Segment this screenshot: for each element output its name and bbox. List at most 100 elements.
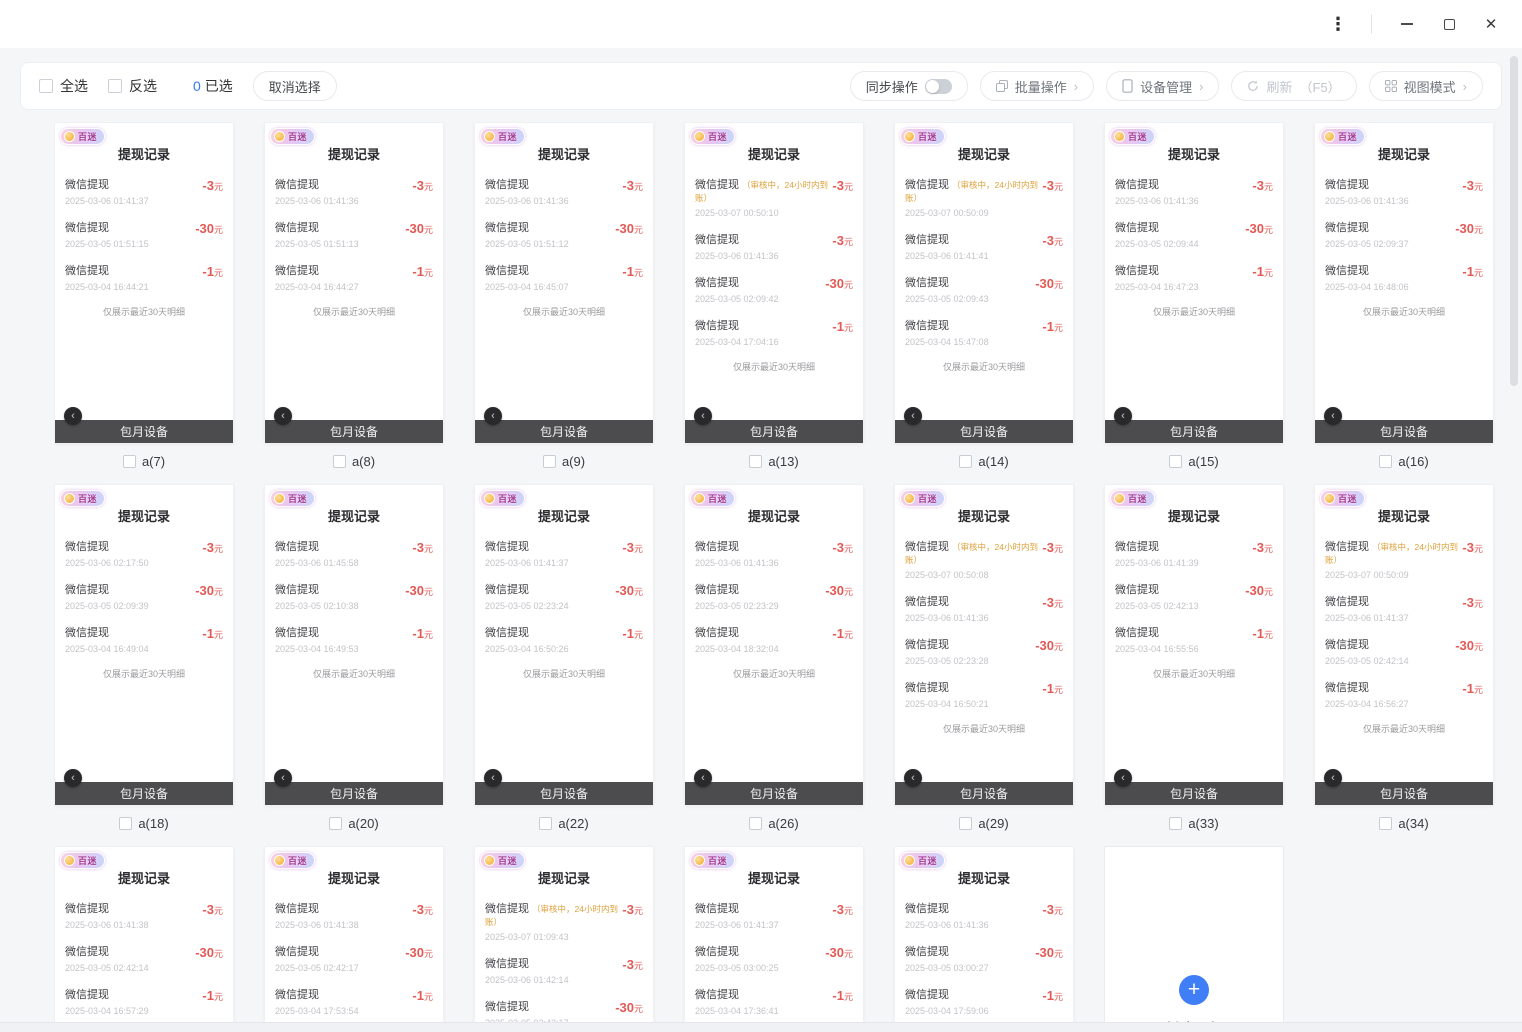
horizontal-scrollbar-track[interactable] bbox=[0, 1022, 1522, 1032]
collapse-button[interactable]: ‹ bbox=[1114, 769, 1132, 787]
withdraw-entry: 微信提现 2025-03-06 01:41:41 -3元 bbox=[905, 231, 1063, 261]
phone-screen[interactable]: 百迷 提现记录 微信提现 2025-03-06 01:41:37 -3元 微信提… bbox=[475, 485, 653, 782]
collapse-button[interactable]: ‹ bbox=[1114, 407, 1132, 425]
phone-screen[interactable]: 百迷 提现记录 微信提现 2025-03-06 01:41:36 -3元 微信提… bbox=[685, 485, 863, 782]
collapse-button[interactable]: ‹ bbox=[274, 769, 292, 787]
phone-screen[interactable]: 百迷 提现记录 微信提现 2025-03-06 01:41:37 -3元 微信提… bbox=[55, 123, 233, 420]
collapse-button[interactable]: ‹ bbox=[694, 769, 712, 787]
brand-badge: 百迷 bbox=[60, 128, 106, 145]
phone-screen[interactable]: 百迷 提现记录 微信提现 2025-03-06 01:41:36 -3元 微信提… bbox=[1105, 123, 1283, 420]
phone-screen[interactable]: 百迷 提现记录 微信提现 2025-03-06 01:41:36 -3元 微信提… bbox=[895, 847, 1073, 1032]
phone-screen-card[interactable]: 百迷 提现记录 微信提现 2025-03-06 01:41:39 -3元 微信提… bbox=[1104, 484, 1284, 806]
collapse-button[interactable]: ‹ bbox=[1324, 407, 1342, 425]
select-all-checkbox[interactable] bbox=[39, 79, 53, 93]
collapse-button[interactable]: ‹ bbox=[904, 769, 922, 787]
phone-screen[interactable]: 百迷 提现记录 微信提现 （审核中，24小时内到账） 2025-03-07 00:… bbox=[895, 123, 1073, 420]
phone-screen-card[interactable]: 百迷 提现记录 微信提现 （审核中，24小时内到账） 2025-03-07 01:… bbox=[474, 846, 654, 1032]
withdraw-amount: -30元 bbox=[1035, 276, 1063, 291]
withdraw-time: 2025-03-05 03:00:25 bbox=[695, 963, 779, 973]
invert-select-checkbox[interactable] bbox=[108, 79, 122, 93]
phone-screen[interactable]: 百迷 提现记录 微信提现 2025-03-06 01:41:38 -3元 微信提… bbox=[265, 847, 443, 1032]
phone-screen[interactable]: 百迷 提现记录 微信提现 2025-03-06 01:45:58 -3元 微信提… bbox=[265, 485, 443, 782]
phone-screen-card[interactable]: 百迷 提现记录 微信提现 2025-03-06 01:41:36 -3元 微信提… bbox=[474, 122, 654, 444]
collapse-button[interactable]: ‹ bbox=[694, 407, 712, 425]
device-cell: 百迷 提现记录 微信提现 2025-03-06 01:41:36 -3元 微信提… bbox=[1314, 122, 1494, 469]
phone-screen-card[interactable]: 百迷 提现记录 微信提现 （审核中，24小时内到账） 2025-03-07 00:… bbox=[684, 122, 864, 444]
phone-screen-card[interactable]: 百迷 提现记录 微信提现 2025-03-06 01:41:36 -3元 微信提… bbox=[1104, 122, 1284, 444]
phone-screen-card[interactable]: 百迷 提现记录 微信提现 （审核中，24小时内到账） 2025-03-07 00:… bbox=[894, 122, 1074, 444]
phone-screen-card[interactable]: 百迷 提现记录 微信提现 2025-03-06 01:41:37 -3元 微信提… bbox=[54, 122, 234, 444]
phone-screen-card[interactable]: 百迷 提现记录 微信提现 2025-03-06 01:41:38 -3元 微信提… bbox=[54, 846, 234, 1032]
sync-toggle[interactable] bbox=[924, 78, 952, 94]
collapse-button[interactable]: ‹ bbox=[1324, 769, 1342, 787]
phone-screen-card[interactable]: 百迷 提现记录 微信提现 2025-03-06 01:41:36 -3元 微信提… bbox=[894, 846, 1074, 1032]
collapse-button[interactable]: ‹ bbox=[274, 407, 292, 425]
invert-select-control[interactable]: 反选 bbox=[108, 76, 157, 96]
device-checkbox[interactable] bbox=[1169, 816, 1183, 830]
device-checkbox[interactable] bbox=[749, 454, 763, 468]
menu-kebab-icon[interactable]: ⋮ bbox=[1329, 13, 1347, 34]
device-checkbox[interactable] bbox=[959, 454, 973, 468]
phone-screen-card[interactable]: 百迷 提现记录 微信提现 （审核中，24小时内到账） 2025-03-07 00:… bbox=[1314, 484, 1494, 806]
phone-screen-card[interactable]: 百迷 提现记录 微信提现 2025-03-06 01:41:38 -3元 微信提… bbox=[264, 846, 444, 1032]
brand-name: 百迷 bbox=[708, 494, 728, 504]
collapse-button[interactable]: ‹ bbox=[484, 769, 502, 787]
view-mode-button[interactable]: 视图模式 › bbox=[1368, 71, 1483, 101]
device-checkbox[interactable] bbox=[749, 816, 763, 830]
withdraw-method: 微信提现 bbox=[905, 320, 949, 332]
device-checkbox[interactable] bbox=[1169, 454, 1183, 468]
device-checkbox[interactable] bbox=[119, 816, 133, 830]
collapse-button[interactable]: ‹ bbox=[64, 769, 82, 787]
phone-screen[interactable]: 百迷 提现记录 微信提现 2025-03-06 01:41:36 -3元 微信提… bbox=[475, 123, 653, 420]
device-checkbox[interactable] bbox=[542, 454, 556, 468]
phone-screen-card[interactable]: 百迷 提现记录 微信提现 2025-03-06 02:17:50 -3元 微信提… bbox=[54, 484, 234, 806]
withdraw-method: 微信提现 bbox=[275, 222, 319, 234]
create-device-card[interactable]: + 创建云机 bbox=[1104, 846, 1284, 1032]
phone-screen[interactable]: 百迷 提现记录 微信提现 （审核中，24小时内到账） 2025-03-07 00:… bbox=[1315, 485, 1493, 782]
phone-screen[interactable]: 百迷 提现记录 微信提现 2025-03-06 01:41:37 -3元 微信提… bbox=[685, 847, 863, 1032]
device-checkbox[interactable] bbox=[959, 816, 973, 830]
phone-screen[interactable]: 百迷 提现记录 微信提现 2025-03-06 02:17:50 -3元 微信提… bbox=[55, 485, 233, 782]
phone-screen-card[interactable]: 百迷 提现记录 微信提现 （审核中，24小时内到账） 2025-03-07 00:… bbox=[894, 484, 1074, 806]
minimize-button[interactable] bbox=[1400, 17, 1414, 31]
phone-screen[interactable]: 百迷 提现记录 微信提现 （审核中，24小时内到账） 2025-03-07 01:… bbox=[475, 847, 653, 1032]
withdraw-entry: 微信提现 2025-03-04 17:04:16 -1元 bbox=[695, 317, 853, 347]
withdraw-time: 2025-03-05 02:42:13 bbox=[1115, 601, 1199, 611]
vertical-scrollbar[interactable] bbox=[1510, 56, 1518, 386]
phone-screen-card[interactable]: 百迷 提现记录 微信提现 2025-03-06 01:41:36 -3元 微信提… bbox=[264, 122, 444, 444]
device-checkbox[interactable] bbox=[329, 816, 343, 830]
withdraw-list: 微信提现 （审核中，24小时内到账） 2025-03-07 00:50:09 -3… bbox=[895, 163, 1073, 347]
device-checkbox[interactable] bbox=[539, 816, 553, 830]
phone-screen-card[interactable]: 百迷 提现记录 微信提现 2025-03-06 01:41:37 -3元 微信提… bbox=[684, 846, 864, 1032]
device-checkbox[interactable] bbox=[1379, 454, 1393, 468]
phone-screen[interactable]: 百迷 提现记录 微信提现 2025-03-06 01:41:38 -3元 微信提… bbox=[55, 847, 233, 1032]
phone-screen-card[interactable]: 百迷 提现记录 微信提现 2025-03-06 01:45:58 -3元 微信提… bbox=[264, 484, 444, 806]
device-management-button[interactable]: 设备管理 › bbox=[1106, 71, 1220, 101]
batch-operations-button[interactable]: 批量操作 › bbox=[979, 71, 1095, 101]
withdraw-entry: 微信提现 2025-03-05 02:42:17 -30元 bbox=[275, 943, 433, 973]
phone-screen[interactable]: 百迷 提现记录 微信提现 （审核中，24小时内到账） 2025-03-07 00:… bbox=[895, 485, 1073, 782]
collapse-button[interactable]: ‹ bbox=[484, 407, 502, 425]
select-all-control[interactable]: 全选 bbox=[39, 76, 88, 96]
phone-screen-card[interactable]: 百迷 提现记录 微信提现 2025-03-06 01:41:36 -3元 微信提… bbox=[684, 484, 864, 806]
maximize-button[interactable] bbox=[1442, 17, 1456, 31]
audit-note: （审核中，24小时内到账） bbox=[905, 180, 1038, 203]
refresh-button[interactable]: 刷新 （F5） bbox=[1231, 71, 1357, 101]
phone-screen[interactable]: 百迷 提现记录 微信提现 2025-03-06 01:41:36 -3元 微信提… bbox=[265, 123, 443, 420]
collapse-button[interactable]: ‹ bbox=[64, 407, 82, 425]
phone-screen-card[interactable]: 百迷 提现记录 微信提现 2025-03-06 01:41:36 -3元 微信提… bbox=[1314, 122, 1494, 444]
collapse-button[interactable]: ‹ bbox=[904, 407, 922, 425]
close-button[interactable]: ✕ bbox=[1484, 17, 1498, 32]
device-checkbox[interactable] bbox=[332, 454, 346, 468]
withdraw-records-title: 提现记录 bbox=[1167, 147, 1220, 162]
phone-screen[interactable]: 百迷 提现记录 微信提现 2025-03-06 01:41:36 -3元 微信提… bbox=[1315, 123, 1493, 420]
sync-operation-button[interactable]: 同步操作 bbox=[849, 71, 968, 101]
device-cell: 百迷 提现记录 微信提现 2025-03-06 01:41:36 -3元 微信提… bbox=[684, 484, 864, 831]
phone-screen[interactable]: 百迷 提现记录 微信提现 2025-03-06 01:41:39 -3元 微信提… bbox=[1105, 485, 1283, 782]
withdraw-amount: -3元 bbox=[1252, 178, 1273, 193]
device-checkbox[interactable] bbox=[122, 454, 136, 468]
cancel-selection-button[interactable]: 取消选择 bbox=[252, 71, 337, 101]
device-checkbox[interactable] bbox=[1379, 816, 1393, 830]
phone-screen[interactable]: 百迷 提现记录 微信提现 （审核中，24小时内到账） 2025-03-07 00:… bbox=[685, 123, 863, 420]
phone-screen-card[interactable]: 百迷 提现记录 微信提现 2025-03-06 01:41:37 -3元 微信提… bbox=[474, 484, 654, 806]
